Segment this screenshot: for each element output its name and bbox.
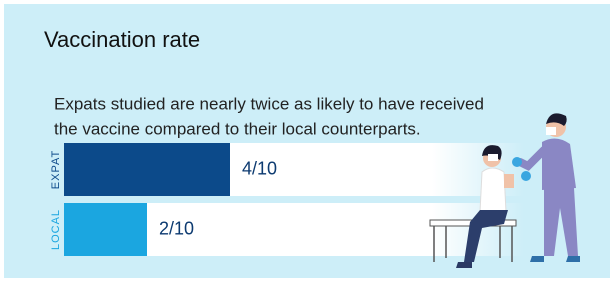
value-label: 2/10	[159, 218, 194, 238]
bar	[64, 143, 230, 196]
category-label: EXPAT	[50, 150, 62, 189]
value-label: 4/10	[242, 158, 277, 178]
category-label: LOCAL	[50, 209, 62, 250]
subtitle: the vaccine compared to their local coun…	[54, 119, 421, 138]
chart: Vaccination rate Expats studied are near…	[0, 0, 614, 282]
subtitle: Expats studied are nearly twice as likel…	[54, 94, 484, 113]
chart-title: Vaccination rate	[44, 27, 200, 52]
page: Vaccination rate Expats studied are near…	[0, 0, 614, 287]
bar	[64, 203, 147, 256]
